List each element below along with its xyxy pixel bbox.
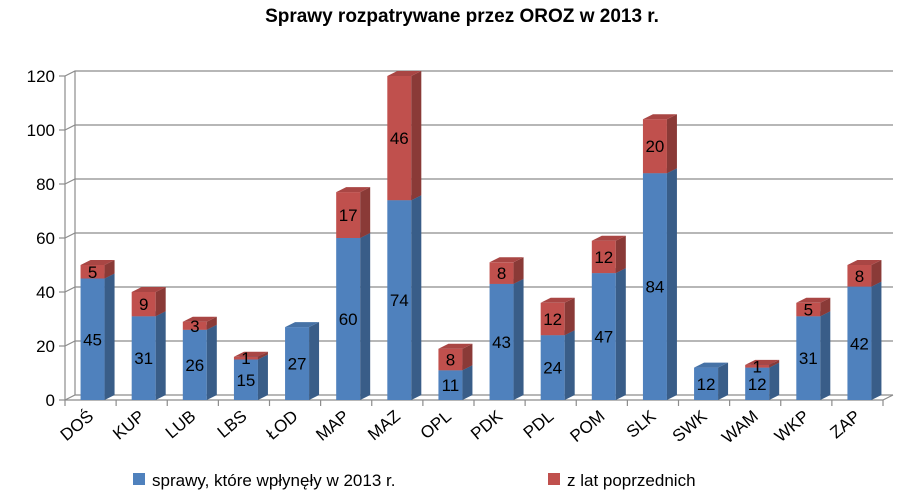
data-label-series-2: 5 bbox=[88, 263, 97, 282]
bar-series-1 bbox=[285, 322, 320, 400]
bar-series-1 bbox=[336, 233, 371, 400]
bar-series-1 bbox=[745, 362, 780, 400]
bar-series-2 bbox=[182, 316, 217, 330]
x-tick-label: POM bbox=[566, 407, 608, 446]
x-tick-label: LUB bbox=[162, 407, 200, 443]
y-tick-label: 20 bbox=[36, 337, 55, 356]
data-label-series-2: 9 bbox=[139, 295, 148, 314]
x-tick-label: PDL bbox=[520, 407, 558, 443]
x-tick-label: PDK bbox=[467, 406, 506, 443]
y-tick-label: 100 bbox=[27, 121, 55, 140]
x-tick-label: ŁOD bbox=[263, 407, 302, 444]
data-label-series-1: 74 bbox=[390, 291, 409, 310]
bar-series-1 bbox=[642, 168, 677, 400]
y-tick-label: 40 bbox=[36, 283, 55, 302]
data-label-series-2: 3 bbox=[190, 317, 199, 336]
y-tick-label: 0 bbox=[46, 391, 55, 410]
y-tick-label: 120 bbox=[27, 67, 55, 86]
x-tick-label: ZAP bbox=[826, 407, 864, 443]
data-label-series-1: 31 bbox=[134, 349, 153, 368]
data-label-series-2: 17 bbox=[339, 206, 358, 225]
x-tick-label: SWK bbox=[669, 406, 711, 446]
data-label-series-2: 1 bbox=[241, 349, 250, 368]
x-tick-label: OPL bbox=[417, 407, 455, 443]
gridline bbox=[64, 286, 893, 293]
gridline bbox=[64, 178, 893, 185]
x-tick-label: MAZ bbox=[364, 407, 404, 445]
data-label-series-1: 60 bbox=[339, 310, 358, 329]
bar-series-2 bbox=[796, 297, 831, 317]
data-label-series-1: 11 bbox=[442, 376, 460, 395]
data-label-series-2: 12 bbox=[594, 248, 613, 267]
bar-series-1 bbox=[387, 195, 422, 400]
bar-series-2 bbox=[131, 287, 166, 317]
bar-series-1 bbox=[540, 330, 575, 400]
data-label-series-1: 43 bbox=[492, 333, 511, 352]
bar-series-2 bbox=[438, 343, 473, 371]
bar-series-2 bbox=[745, 359, 780, 368]
legend: sprawy, które wpłynęły w 2013 r. z lat p… bbox=[133, 471, 696, 490]
data-label-series-2: 46 bbox=[390, 129, 409, 148]
bar-series-2 bbox=[489, 257, 524, 284]
data-label-series-1: 84 bbox=[645, 278, 664, 297]
y-tick-label: 80 bbox=[36, 175, 55, 194]
x-tick-label: LBS bbox=[214, 407, 251, 442]
chart-title: Sprawy rozpatrywane przez OROZ w 2013 r. bbox=[265, 6, 659, 27]
bar-series-1 bbox=[80, 273, 115, 400]
data-label-series-1: 45 bbox=[83, 330, 102, 349]
bar-series-2 bbox=[336, 187, 371, 238]
bar-series-2 bbox=[591, 235, 626, 274]
bar-series-1 bbox=[847, 281, 882, 400]
data-label-series-1: 24 bbox=[543, 359, 562, 378]
gridline bbox=[64, 232, 893, 239]
x-tick-label: KUP bbox=[109, 407, 148, 444]
data-label-series-1: 31 bbox=[799, 349, 818, 368]
x-tick-label: WKP bbox=[771, 407, 813, 446]
gridline bbox=[64, 70, 893, 77]
bar-series-2 bbox=[233, 351, 268, 360]
data-label-series-2: 20 bbox=[645, 137, 664, 156]
data-label-series-1: 12 bbox=[748, 375, 767, 394]
data-label-series-2: 12 bbox=[543, 310, 562, 329]
legend-label-series-1: sprawy, które wpłynęły w 2013 r. bbox=[152, 471, 395, 490]
data-label-series-1: 27 bbox=[288, 355, 307, 374]
y-tick-label: 60 bbox=[36, 229, 55, 248]
x-tick-label: DOŚ bbox=[57, 407, 97, 445]
data-label-series-2: 8 bbox=[497, 264, 506, 283]
legend-swatch-series-2 bbox=[548, 473, 560, 485]
legend-label-series-2: z lat poprzednich bbox=[567, 471, 696, 490]
data-label-series-1: 26 bbox=[185, 356, 204, 375]
bar-series-2 bbox=[80, 260, 115, 279]
x-tick-label: SLK bbox=[623, 406, 660, 442]
data-label-series-2: 5 bbox=[804, 301, 813, 320]
data-label-series-2: 1 bbox=[752, 357, 761, 376]
data-label-series-2: 8 bbox=[855, 267, 864, 286]
bar-series-2 bbox=[540, 297, 575, 336]
data-label-series-1: 15 bbox=[236, 371, 255, 390]
x-tick-label: WAM bbox=[718, 407, 762, 448]
bar-series-1 bbox=[694, 362, 729, 400]
data-label-series-1: 12 bbox=[697, 375, 716, 394]
data-label-series-1: 42 bbox=[850, 334, 869, 353]
bar-series-2 bbox=[387, 71, 422, 201]
bar-series-2 bbox=[642, 114, 677, 174]
data-label-series-2: 8 bbox=[446, 351, 455, 370]
bar-series-2 bbox=[847, 260, 882, 287]
legend-swatch-series-1 bbox=[133, 473, 145, 485]
data-label-series-1: 47 bbox=[594, 328, 613, 347]
bars-layer bbox=[80, 71, 882, 400]
x-tick-label: MAP bbox=[312, 407, 352, 445]
gridline bbox=[64, 124, 893, 131]
